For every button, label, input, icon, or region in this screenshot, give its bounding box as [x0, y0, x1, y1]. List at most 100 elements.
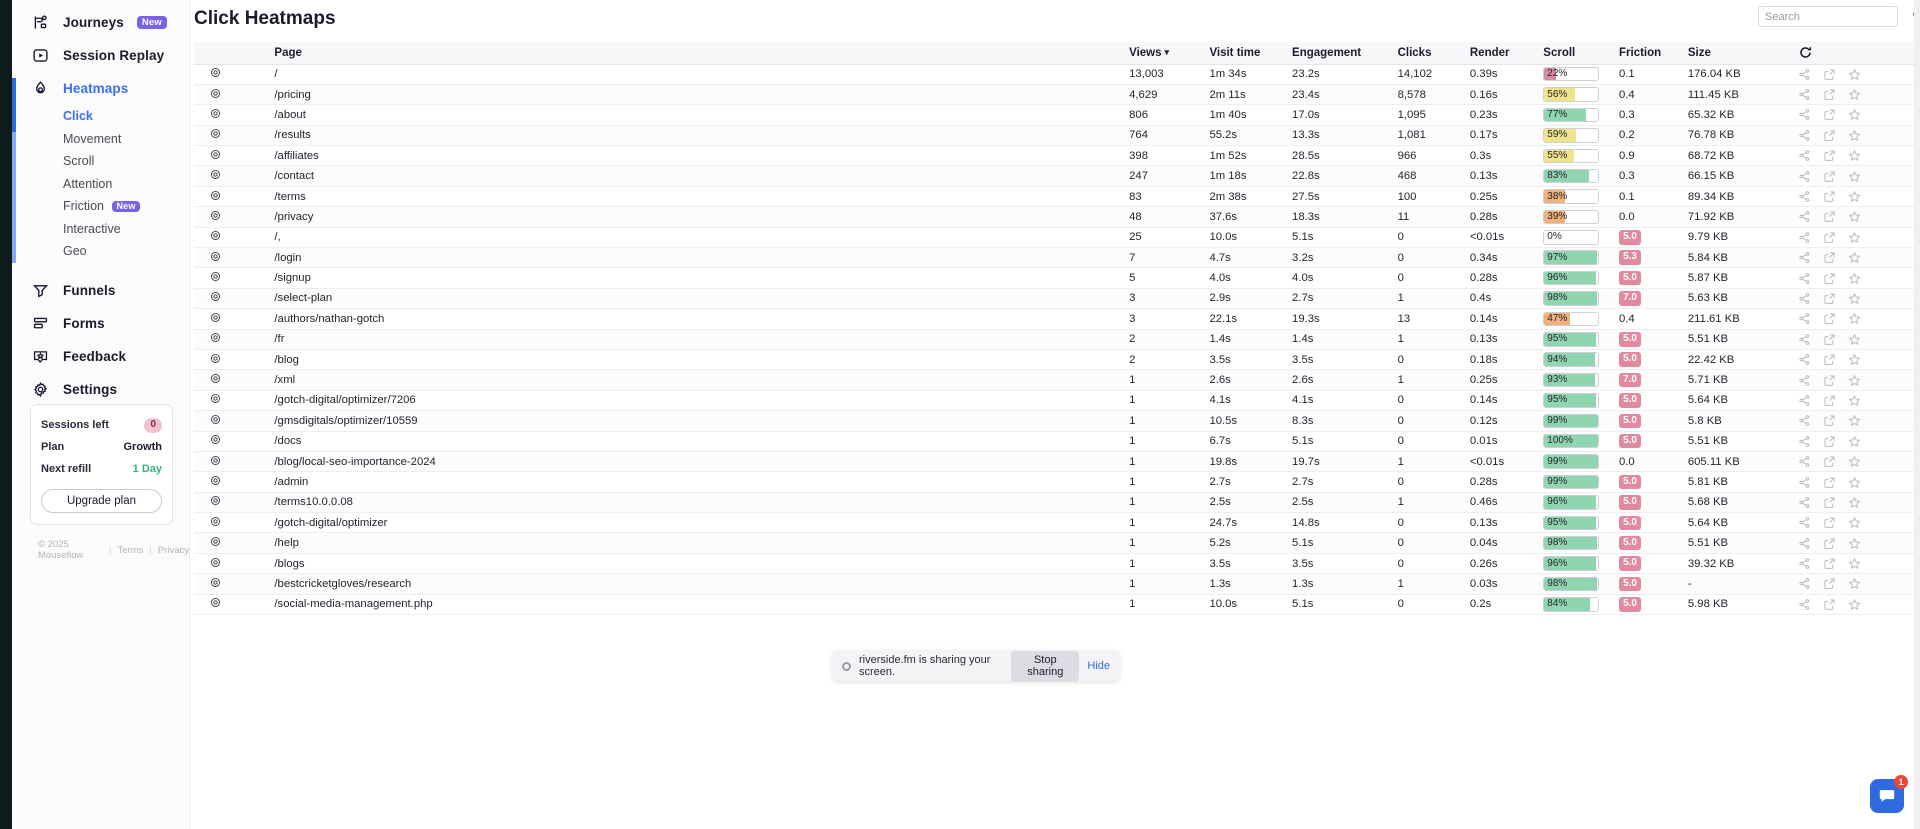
open-external-icon[interactable] — [1823, 537, 1836, 550]
share-icon[interactable] — [1798, 251, 1811, 264]
table-row[interactable]: /blog 2 3.5s 3.5s 0 0.18s 94% 5.0 22.42 KB — [194, 349, 1920, 371]
upgrade-plan-button[interactable]: Upgrade plan — [41, 489, 162, 513]
eye-icon[interactable] — [209, 352, 222, 368]
share-icon[interactable] — [1798, 353, 1811, 366]
row-preview-cell[interactable] — [194, 165, 229, 187]
row-page-cell[interactable]: /gotch-digital/optimizer/7206 — [228, 390, 458, 412]
open-external-icon[interactable] — [1823, 251, 1836, 264]
row-preview-cell[interactable] — [194, 410, 229, 432]
star-icon[interactable] — [1848, 496, 1861, 509]
row-preview-cell[interactable] — [194, 451, 229, 473]
row-preview-cell[interactable] — [194, 349, 229, 371]
table-row[interactable]: /fr 2 1.4s 1.4s 1 0.13s 95% 5.0 5.51 KB — [194, 329, 1920, 350]
open-external-icon[interactable] — [1823, 557, 1836, 570]
sidebar-subitem-movement[interactable]: Movement — [12, 128, 189, 151]
share-icon[interactable] — [1798, 537, 1811, 550]
open-external-icon[interactable] — [1823, 353, 1836, 366]
row-page-cell[interactable]: /blogs — [228, 553, 458, 575]
open-external-icon[interactable] — [1823, 149, 1836, 162]
row-page-cell[interactable]: /blog/local-seo-importance-2024 — [228, 451, 458, 473]
star-icon[interactable] — [1848, 476, 1861, 489]
row-page-cell[interactable]: /results — [228, 125, 458, 147]
open-external-icon[interactable] — [1823, 435, 1836, 448]
open-external-icon[interactable] — [1823, 496, 1836, 509]
open-external-icon[interactable] — [1823, 394, 1836, 407]
search-input[interactable] — [1765, 10, 1907, 23]
row-page-cell[interactable]: /authors/nathan-gotch — [228, 308, 458, 330]
table-row[interactable]: /select-plan 3 2.9s 2.7s 1 0.4s 98% 7.0 5.63 KB — [194, 288, 1920, 310]
eye-icon[interactable] — [209, 168, 222, 184]
share-icon[interactable] — [1798, 292, 1811, 305]
star-icon[interactable] — [1848, 577, 1861, 590]
eye-icon[interactable] — [209, 494, 222, 510]
row-preview-cell[interactable] — [194, 288, 229, 310]
table-row[interactable]: /signup 5 4.0s 4.0s 0 0.28s 96% 5.0 5.87 KB — [194, 267, 1920, 289]
eye-icon[interactable] — [209, 290, 222, 306]
table-row[interactable]: /login 7 4.7s 3.2s 0 0.34s 97% 5.3 5.84 KB — [194, 247, 1920, 269]
row-preview-cell[interactable] — [194, 227, 229, 249]
row-preview-cell[interactable] — [194, 492, 229, 514]
row-page-cell[interactable]: /select-plan — [228, 288, 458, 310]
open-external-icon[interactable] — [1823, 577, 1836, 590]
open-external-icon[interactable] — [1823, 272, 1836, 285]
share-icon[interactable] — [1798, 68, 1811, 81]
row-preview-cell[interactable] — [194, 104, 229, 126]
col-scroll[interactable]: Scroll — [1543, 42, 1620, 65]
col-visit-time[interactable]: Visit time — [1209, 42, 1293, 65]
star-icon[interactable] — [1848, 435, 1861, 448]
row-page-cell[interactable]: /terms — [228, 186, 458, 208]
share-icon[interactable] — [1798, 598, 1811, 611]
open-external-icon[interactable] — [1823, 68, 1836, 81]
sidebar-subitem-interactive[interactable]: Interactive — [12, 218, 189, 241]
row-page-cell[interactable]: /blog — [228, 349, 458, 371]
table-row[interactable]: /gotch-digital/optimizer 1 24.7s 14.8s 0 0.13… — [194, 512, 1920, 534]
sidebar-subitem-geo[interactable]: Geo — [12, 240, 189, 263]
star-icon[interactable] — [1848, 170, 1861, 183]
star-icon[interactable] — [1848, 414, 1861, 427]
row-page-cell[interactable]: /admin — [228, 471, 458, 493]
row-page-cell[interactable]: /fr — [228, 329, 458, 350]
row-preview-cell[interactable] — [194, 308, 229, 330]
row-page-cell[interactable]: /terms10.0.0.08 — [228, 492, 458, 514]
table-row[interactable]: /terms 83 2m 38s 27.5s 100 0.25s 38% 0.1 89.34 K… — [194, 186, 1920, 208]
eye-icon[interactable] — [209, 189, 222, 205]
row-page-cell[interactable]: /bestcricketgloves/research — [228, 573, 458, 595]
sidebar-item-settings[interactable]: Settings — [12, 373, 189, 406]
eye-icon[interactable] — [209, 474, 222, 490]
row-preview-cell[interactable] — [194, 431, 229, 452]
row-page-cell[interactable]: /pricing — [228, 84, 458, 106]
sidebar-item-journeys[interactable]: Journeys New — [12, 6, 189, 39]
intercom-launcher[interactable]: 1 — [1870, 775, 1908, 813]
sidebar-item-funnels[interactable]: Funnels — [12, 274, 189, 307]
share-icon[interactable] — [1798, 496, 1811, 509]
table-row[interactable]: /gmsdigitals/optimizer/10559 1 10.5s 8.3s 0 0… — [194, 410, 1920, 432]
table-row[interactable]: /social-media-management.php 1 10.0s 5.1s 0 0… — [194, 594, 1920, 616]
table-row[interactable]: /privacy 48 37.6s 18.3s 11 0.28s 39% 0.0 71.92 K… — [194, 206, 1920, 228]
share-icon[interactable] — [1798, 455, 1811, 468]
row-preview-cell[interactable] — [194, 125, 229, 147]
eye-icon[interactable] — [209, 250, 222, 266]
row-page-cell[interactable]: /privacy — [228, 206, 458, 228]
table-row[interactable]: /authors/nathan-gotch 3 22.1s 19.3s 13 0.14s 4… — [194, 308, 1920, 330]
share-icon[interactable] — [1798, 516, 1811, 529]
share-icon[interactable] — [1798, 414, 1811, 427]
eye-icon[interactable] — [209, 107, 222, 123]
share-icon[interactable] — [1798, 272, 1811, 285]
row-preview-cell[interactable] — [194, 553, 229, 575]
eye-icon[interactable] — [209, 270, 222, 286]
col-render[interactable]: Render — [1469, 42, 1544, 65]
row-page-cell[interactable]: / — [228, 64, 458, 85]
row-page-cell[interactable]: /help — [228, 532, 458, 554]
share-icon[interactable] — [1798, 108, 1811, 121]
row-page-cell[interactable]: /, — [228, 227, 458, 249]
open-external-icon[interactable] — [1823, 231, 1836, 244]
share-icon[interactable] — [1798, 476, 1811, 489]
sidebar-subitem-attention[interactable]: Attention — [12, 173, 189, 196]
open-external-icon[interactable] — [1823, 210, 1836, 223]
col-size[interactable]: Size — [1687, 42, 1798, 65]
eye-icon[interactable] — [209, 229, 222, 245]
row-preview-cell[interactable] — [194, 329, 229, 350]
table-row[interactable]: /results 764 55.2s 13.3s 1,081 0.17s 59% 0.2 76.… — [194, 125, 1920, 147]
open-external-icon[interactable] — [1823, 108, 1836, 121]
col-friction[interactable]: Friction — [1619, 42, 1688, 65]
